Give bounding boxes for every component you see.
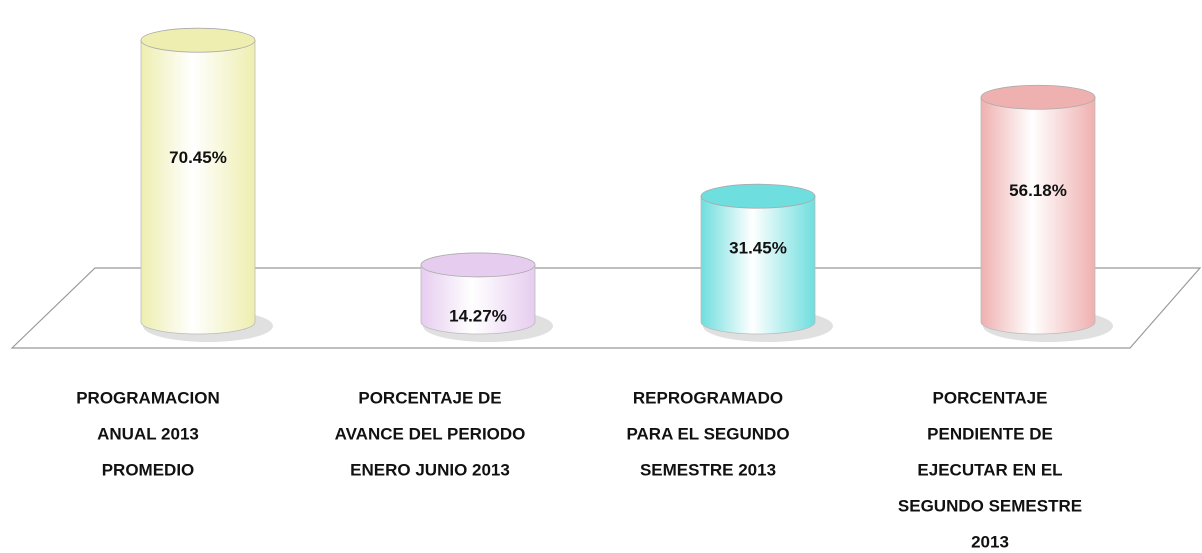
cylinder-body (140, 39, 256, 335)
x-tick-label: EJECUTAR EN EL (917, 460, 1062, 479)
x-tick-label: PARA EL SEGUNDO (626, 424, 789, 443)
cylinder-top (700, 183, 816, 209)
cylinder-top (420, 252, 536, 278)
value-label: 70.45% (169, 148, 227, 167)
x-tick-label: PORCENTAJE (933, 388, 1048, 407)
cylinder-body (700, 195, 816, 335)
x-tick-label: PENDIENTE DE (927, 424, 1053, 443)
x-tick-label: PROGRAMACION (76, 388, 220, 407)
cylinder-body (980, 96, 1096, 335)
x-tick-label: PROMEDIO (102, 460, 195, 479)
x-tick-label: PORCENTAJE DE (358, 388, 501, 407)
value-label: 31.45% (729, 239, 787, 258)
floor (10, 267, 1202, 349)
value-label: 14.27% (449, 306, 507, 325)
x-tick-label: 2013 (971, 532, 1009, 551)
x-tick-label: SEMESTRE 2013 (640, 460, 776, 479)
cylinder-body (420, 264, 536, 335)
x-tick-label: SEGUNDO SEMESTRE (898, 496, 1082, 515)
x-tick-label: AVANCE DEL PERIODO (335, 424, 526, 443)
x-tick-label: REPROGRAMADO (633, 388, 783, 407)
cylinder-top (980, 84, 1096, 110)
value-label: 56.18% (1009, 181, 1067, 200)
x-tick-label: ENERO JUNIO 2013 (350, 460, 510, 479)
cylinder-top (140, 27, 256, 53)
x-tick-label: ANUAL 2013 (97, 424, 199, 443)
